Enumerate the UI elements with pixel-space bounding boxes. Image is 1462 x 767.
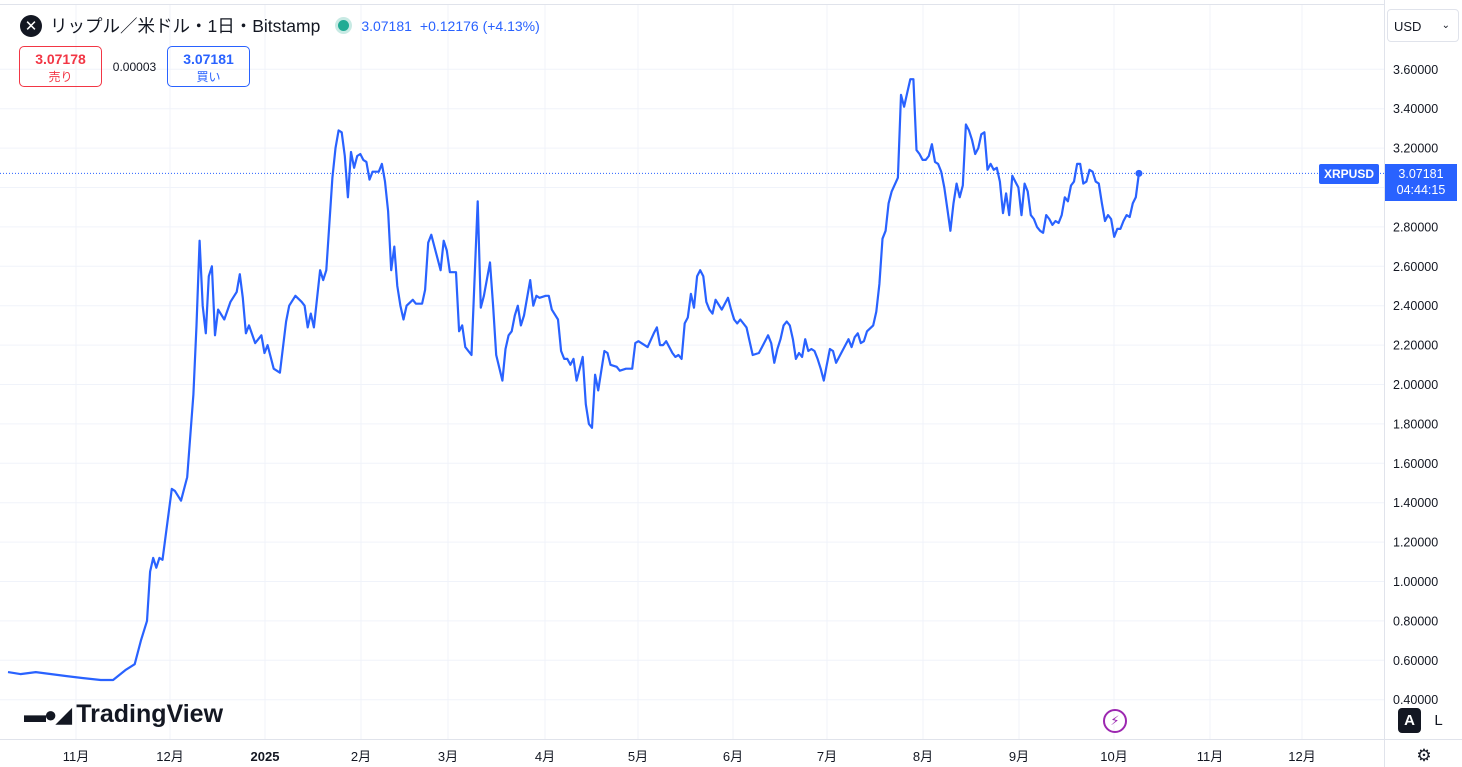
currency-select[interactable]: USD ⌄ xyxy=(1387,9,1459,42)
price-tick-label: 1.60000 xyxy=(1393,457,1438,471)
spread-value: 0.00003 xyxy=(112,59,157,74)
price-tick-label: 2.80000 xyxy=(1393,220,1438,234)
time-tick-label: 12月 xyxy=(156,749,183,764)
time-tick-label: 6月 xyxy=(723,749,743,764)
bar-countdown: 04:44:15 xyxy=(1396,183,1446,197)
chevron-down-icon: ⌄ xyxy=(1441,20,1450,31)
time-tick-label: 11月 xyxy=(1197,749,1224,764)
time-tick-label: 12月 xyxy=(1288,749,1315,764)
price-tag: 3.07181 04:44:15 xyxy=(1385,164,1457,201)
price-tick-label: 0.60000 xyxy=(1393,654,1438,668)
last-price-dot xyxy=(1135,169,1143,177)
time-tick-label: 7月 xyxy=(817,749,837,764)
bid-ask-panel: 3.07178 売り 0.00003 3.07181 買い xyxy=(19,46,250,87)
symbol-header: ✕ リップル／米ドル・1日・Bitstamp 3.07181 +0.12176 … xyxy=(20,13,540,38)
symbol-price-tag: XRPUSD xyxy=(1319,164,1380,184)
time-tick-label: 11月 xyxy=(63,749,90,764)
buy-button[interactable]: 3.07181 買い xyxy=(167,46,250,87)
price-tick-label: 2.60000 xyxy=(1393,260,1438,274)
currency-value: USD xyxy=(1394,19,1422,34)
price-tick-label: 3.40000 xyxy=(1393,102,1438,116)
tradingview-logo-text: TradingView xyxy=(76,700,224,728)
sell-button[interactable]: 3.07178 売り xyxy=(19,46,102,87)
price-tick-label: 1.00000 xyxy=(1393,575,1438,589)
price-axis[interactable]: 3.600003.400003.200003.000002.800002.600… xyxy=(1393,63,1438,707)
time-tick-label: 3月 xyxy=(438,749,458,764)
price-tick-label: 2.00000 xyxy=(1393,378,1438,392)
buy-label: 買い xyxy=(196,70,221,84)
price-tick-label: 1.40000 xyxy=(1393,496,1438,510)
x-icon[interactable]: ✕ xyxy=(20,14,42,37)
price-tick-label: 3.60000 xyxy=(1393,63,1438,77)
time-tick-label: 9月 xyxy=(1009,749,1029,764)
price-series-line xyxy=(7,78,1140,682)
time-tick-label: 10月 xyxy=(1100,749,1127,764)
price-tick-label: 0.40000 xyxy=(1393,693,1438,707)
price-change: +0.12176 (+4.13%) xyxy=(419,17,540,34)
chart-grid xyxy=(0,5,1384,739)
time-tick-label: 4月 xyxy=(535,749,555,764)
price-tick-label: 1.80000 xyxy=(1393,417,1438,431)
sell-label: 売り xyxy=(48,70,73,84)
time-tick-label: 5月 xyxy=(628,749,648,764)
buy-price: 3.07181 xyxy=(183,51,234,67)
lightning-icon[interactable]: ⚡ xyxy=(1103,709,1127,733)
time-axis[interactable]: 11月 12月 2025 2月 3月 4月 5月 6月 7月 8月 9月 10月 11月 12月 xyxy=(63,749,1316,764)
price-tick-label: 0.80000 xyxy=(1393,614,1438,628)
time-tick-label: 2025 xyxy=(251,749,280,764)
price-tick-label: 2.40000 xyxy=(1393,299,1438,313)
symbol-title[interactable]: リップル／米ドル・1日・Bitstamp xyxy=(50,16,321,36)
log-scale-button[interactable]: L xyxy=(1434,712,1443,729)
auto-scale-button[interactable]: A xyxy=(1398,708,1421,733)
market-status-icon[interactable] xyxy=(338,20,350,31)
time-tick-label: 2月 xyxy=(351,749,371,764)
time-tick-label: 8月 xyxy=(913,749,933,764)
price-tag-value: 3.07181 xyxy=(1398,167,1444,181)
settings-icon[interactable]: ⚙ xyxy=(1416,746,1432,765)
price-tick-label: 3.20000 xyxy=(1393,142,1438,156)
tradingview-mark-icon: ▬●◢ xyxy=(24,701,72,727)
sell-price: 3.07178 xyxy=(35,51,86,67)
price-tick-label: 1.20000 xyxy=(1393,536,1438,550)
price-tick-label: 2.20000 xyxy=(1393,339,1438,353)
tradingview-logo[interactable]: ▬●◢ TradingView xyxy=(24,700,223,729)
last-price: 3.07181 xyxy=(361,17,412,34)
